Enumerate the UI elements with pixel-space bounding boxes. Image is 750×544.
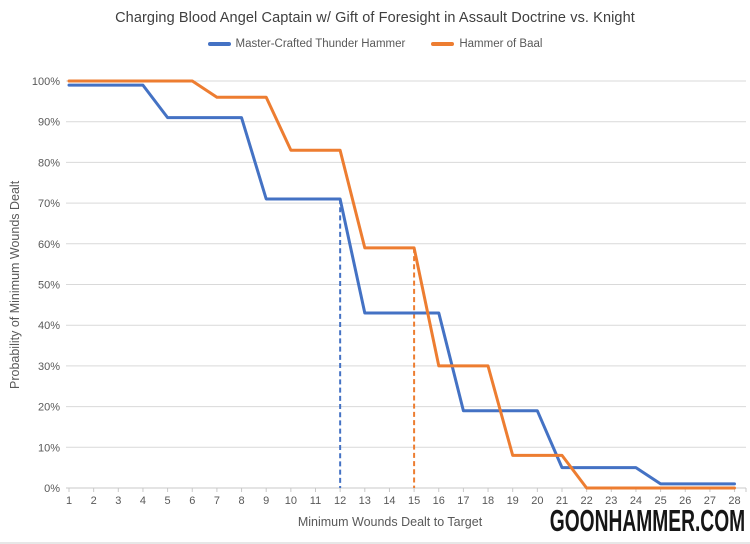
x-tick-label: 7 xyxy=(214,495,220,507)
x-tick-label: 10 xyxy=(285,495,297,507)
y-tick-label: 40% xyxy=(38,320,60,332)
x-tick-label: 17 xyxy=(457,495,469,507)
x-tick-label: 16 xyxy=(433,495,445,507)
series-line-hammer-of-baal xyxy=(67,79,736,490)
legend-label: Master-Crafted Thunder Hammer xyxy=(235,38,406,50)
x-tick-label: 11 xyxy=(310,495,321,507)
x-tick-label: 22 xyxy=(581,495,593,507)
y-tick-label: 0% xyxy=(44,483,60,495)
x-tick-label: 14 xyxy=(383,495,395,507)
x-tick-label: 1 xyxy=(66,495,72,507)
x-tick-label: 26 xyxy=(679,495,691,507)
x-tick-label: 9 xyxy=(263,495,269,507)
x-tick-label: 25 xyxy=(654,495,666,507)
x-tick-label: 20 xyxy=(531,495,543,507)
x-tick-label: 27 xyxy=(704,495,716,507)
x-tick-label: 15 xyxy=(408,495,420,507)
x-tick-label: 28 xyxy=(728,495,740,507)
x-axis-title: Minimum Wounds Dealt to Target xyxy=(297,515,483,529)
legend-item: Hammer of Baal xyxy=(431,38,542,50)
x-tick-label: 12 xyxy=(334,495,346,507)
watermark: GOONHAMMER.COM xyxy=(549,503,745,538)
x-tick-label: 5 xyxy=(165,495,171,507)
legend-item: Master-Crafted Thunder Hammer xyxy=(207,38,406,50)
x-tick-label: 13 xyxy=(359,495,371,507)
x-tick-label: 21 xyxy=(556,495,568,507)
legend-label: Hammer of Baal xyxy=(459,38,543,50)
x-tick-label: 23 xyxy=(605,495,617,507)
series-line-master-crafted-thunder-hammer xyxy=(67,83,736,486)
x-tick-label: 6 xyxy=(189,495,195,507)
x-tick-label: 2 xyxy=(91,495,97,507)
series-line-swatch-blue xyxy=(207,42,231,46)
y-tick-label: 60% xyxy=(38,239,60,251)
y-tick-label: 50% xyxy=(38,280,60,292)
chart-title: Charging Blood Angel Captain w/ Gift of … xyxy=(115,10,635,26)
x-tick-label: 8 xyxy=(238,495,244,507)
y-tick-label: 10% xyxy=(38,442,60,454)
y-tick-label: 90% xyxy=(38,117,60,129)
y-tick-label: 20% xyxy=(38,402,60,414)
x-tick-label: 4 xyxy=(140,495,146,507)
y-tick-label: 30% xyxy=(38,361,60,373)
bottom-edge-divider xyxy=(0,542,750,544)
x-tick-label: 24 xyxy=(630,495,642,507)
y-tick-label: 80% xyxy=(38,157,60,169)
series-line-swatch-orange xyxy=(431,42,455,46)
y-tick-label: 100% xyxy=(32,76,60,88)
x-tick-label: 3 xyxy=(115,495,121,507)
x-tick-label: 18 xyxy=(482,495,494,507)
y-axis-title: Probability of Minimum Wounds Dealt xyxy=(8,180,22,389)
legend: Master-Crafted Thunder Hammer Hammer of … xyxy=(0,38,750,50)
x-tick-label: 19 xyxy=(507,495,519,507)
y-tick-label: 70% xyxy=(38,198,60,210)
